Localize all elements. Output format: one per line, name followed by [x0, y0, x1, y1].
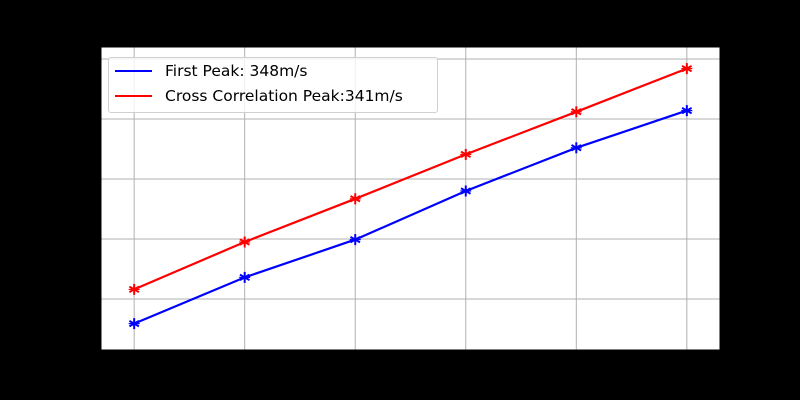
star-marker-icon: [681, 63, 693, 75]
series-line-1: [133, 67, 688, 291]
data-series: [128, 63, 693, 330]
star-marker-icon: [239, 271, 251, 283]
star-marker-icon: [681, 105, 693, 117]
star-marker-icon: [349, 193, 361, 205]
legend-label: Cross Correlation Peak:341m/s: [165, 87, 403, 105]
star-marker-icon: [460, 185, 472, 197]
legend-item-first-peak: First Peak: 348m/s: [115, 60, 307, 82]
star-marker-icon: [128, 283, 140, 295]
star-marker-icon: [460, 148, 472, 160]
legend: First Peak: 348m/s Cross Correlation Pea…: [108, 57, 438, 113]
plot-frame: [100, 46, 721, 351]
star-marker-icon: [349, 234, 361, 246]
legend-item-cross-correlation: Cross Correlation Peak:341m/s: [115, 85, 403, 107]
star-marker-icon: [570, 142, 582, 154]
legend-swatch-red: [115, 95, 152, 97]
legend-swatch-blue: [115, 70, 152, 72]
axis-ticks: [97, 58, 688, 354]
series-line-0: [133, 109, 688, 325]
star-marker-icon: [128, 318, 140, 330]
legend-label: First Peak: 348m/s: [165, 62, 308, 80]
star-marker-icon: [239, 236, 251, 248]
star-marker-icon: [570, 106, 582, 118]
